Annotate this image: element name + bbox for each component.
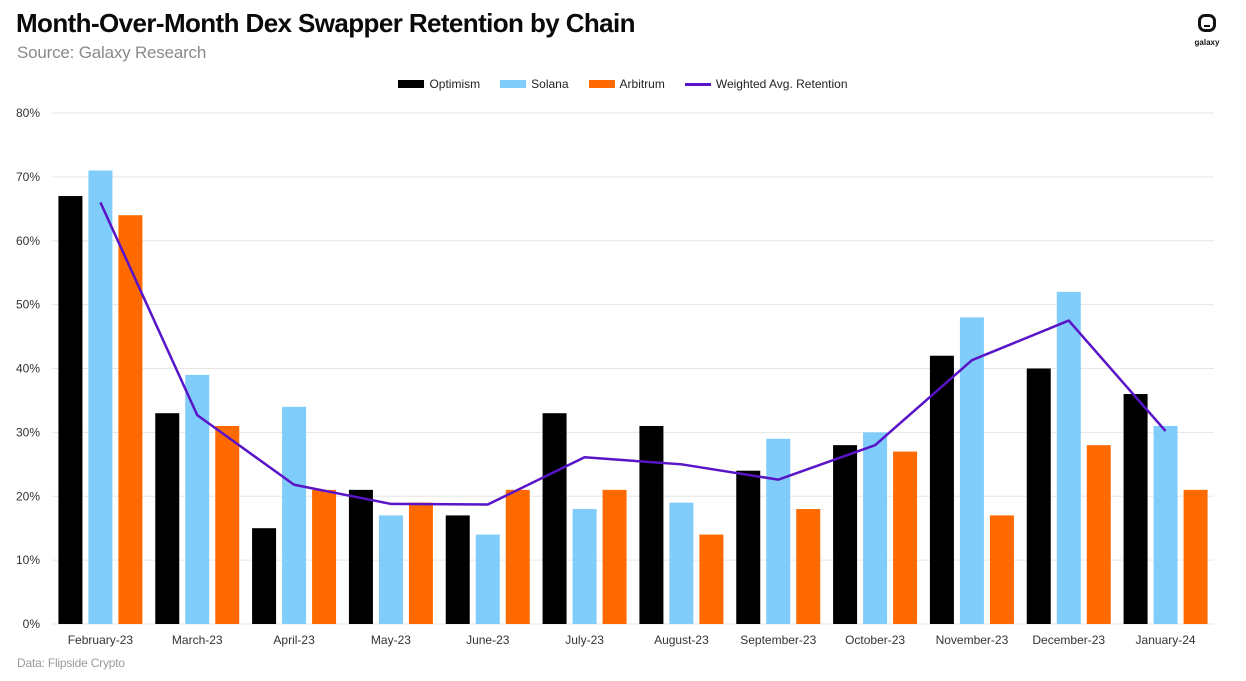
x-tick-label: January-24 — [1136, 633, 1196, 647]
x-tick-label: June-23 — [466, 633, 510, 647]
bar-arbitrum-1 — [118, 215, 143, 624]
bar-arbitrum-4 — [408, 502, 433, 624]
galaxy-logo: galaxy — [1194, 12, 1224, 52]
bar-solana-4 — [378, 515, 403, 624]
bar-arbitrum-2 — [215, 425, 240, 624]
x-tick-label: April-23 — [273, 633, 315, 647]
galaxy-logo-text: galaxy — [1194, 38, 1220, 47]
bar-solana-12 — [1153, 425, 1178, 624]
bar-arbitrum-5 — [505, 489, 530, 624]
legend-label-weighted-avg: Weighted Avg. Retention — [715, 77, 848, 91]
x-tick-label: December-23 — [1032, 633, 1105, 647]
x-tick-label: May-23 — [371, 633, 411, 647]
bar-arbitrum-9 — [893, 451, 918, 624]
bar-arbitrum-7 — [699, 534, 724, 624]
bar-optimism-1 — [58, 196, 83, 624]
bar-solana-11 — [1056, 291, 1081, 624]
bar-optimism-9 — [833, 445, 858, 624]
legend-item-weighted-avg: Weighted Avg. Retention — [684, 77, 848, 91]
bar-solana-1 — [88, 170, 113, 625]
legend-swatch-solana — [500, 80, 527, 88]
bar-optimism-2 — [155, 413, 180, 624]
bar-optimism-7 — [639, 425, 664, 624]
legend-label-solana: Solana — [531, 77, 569, 91]
y-tick-label: 0% — [23, 617, 41, 631]
data-source-note: Data: Flipside Crypto — [17, 656, 125, 670]
bar-solana-9 — [863, 432, 888, 624]
bar-optimism-3 — [252, 528, 277, 624]
x-tick-label: September-23 — [740, 633, 816, 647]
bar-optimism-5 — [445, 515, 470, 624]
legend-item-arbitrum: Arbitrum — [588, 77, 665, 91]
bar-optimism-11 — [1026, 368, 1051, 624]
legend-label-optimism: Optimism — [429, 77, 481, 91]
legend-item-solana: Solana — [500, 77, 569, 91]
legend-swatch-arbitrum — [588, 80, 615, 88]
bar-optimism-4 — [348, 489, 373, 624]
x-tick-label: February-23 — [68, 633, 134, 647]
y-tick-label: 60% — [16, 234, 40, 248]
legend-swatch-optimism — [398, 80, 425, 88]
legend-label-arbitrum: Arbitrum — [619, 77, 665, 91]
bar-solana-5 — [475, 534, 500, 624]
bar-optimism-10 — [929, 355, 954, 624]
legend-swatch-weighted-avg — [684, 82, 711, 86]
chart-subtitle: Source: Galaxy Research — [17, 43, 207, 62]
y-tick-label: 20% — [16, 489, 40, 503]
y-tick-label: 40% — [16, 362, 40, 376]
y-tick-label: 50% — [16, 298, 40, 312]
x-tick-label: March-23 — [172, 633, 223, 647]
bar-optimism-8 — [736, 470, 761, 624]
x-tick-label: November-23 — [936, 633, 1009, 647]
y-tick-label: 10% — [16, 553, 40, 567]
bar-arbitrum-8 — [796, 509, 821, 624]
galaxy-logo-icon — [1198, 14, 1216, 32]
x-tick-label: October-23 — [845, 633, 905, 647]
weighted-avg-retention-line — [99, 201, 1167, 506]
chart-legend: Optimism Solana Arbitrum Weighted Avg. R… — [0, 77, 1246, 91]
bar-solana-3 — [282, 406, 307, 624]
bar-solana-10 — [959, 317, 984, 624]
bar-solana-6 — [572, 509, 597, 624]
bar-arbitrum-12 — [1183, 489, 1208, 624]
chart-title: Month-Over-Month Dex Swapper Retention b… — [16, 8, 636, 38]
bar-optimism-6 — [542, 413, 567, 624]
bar-arbitrum-11 — [1086, 445, 1111, 624]
bar-solana-8 — [766, 438, 791, 624]
legend-item-optimism: Optimism — [398, 77, 480, 91]
bar-solana-7 — [669, 502, 694, 624]
bar-arbitrum-3 — [312, 489, 337, 624]
y-tick-label: 80% — [16, 106, 40, 120]
x-tick-label: August-23 — [654, 633, 709, 647]
bar-arbitrum-6 — [602, 489, 627, 624]
y-tick-label: 30% — [16, 425, 40, 439]
bar-optimism-12 — [1123, 394, 1148, 624]
bar-arbitrum-10 — [989, 515, 1014, 624]
x-tick-label: July-23 — [565, 633, 604, 647]
y-tick-label: 70% — [16, 170, 40, 184]
